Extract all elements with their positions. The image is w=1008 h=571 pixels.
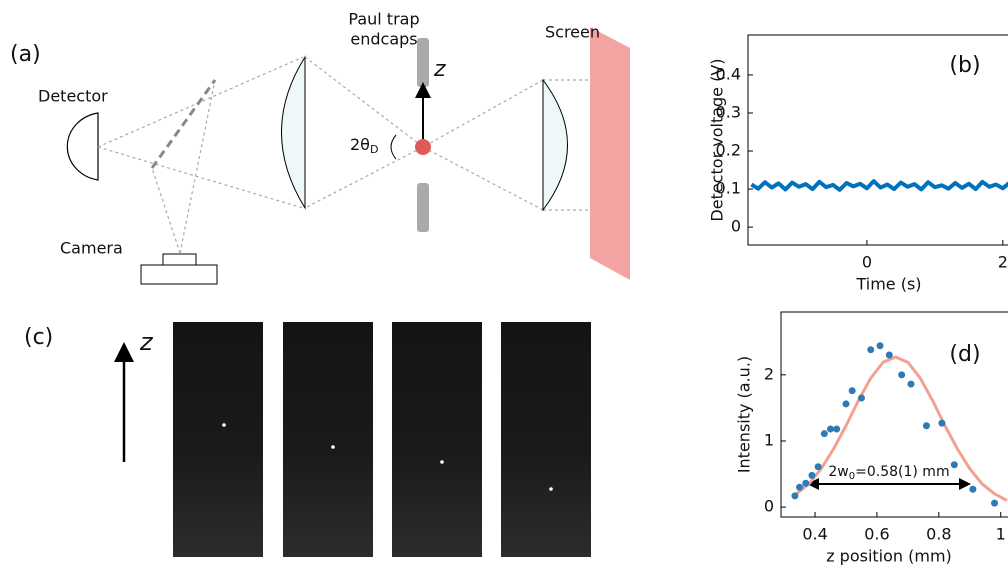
detector	[67, 113, 98, 180]
y-tick-label: 0	[764, 497, 774, 516]
z-label: z	[433, 57, 446, 82]
x-axis-label: Time (s)	[855, 275, 921, 294]
data-point	[907, 381, 914, 388]
beam-lines	[98, 57, 303, 253]
data-point	[802, 480, 809, 487]
data-point	[808, 472, 815, 479]
y-axis-label: Intensity (a.u.)	[735, 356, 754, 473]
data-point	[898, 371, 905, 378]
data-point	[858, 394, 865, 401]
ion-spot	[549, 487, 553, 491]
data-point	[791, 492, 798, 499]
camera-label: Camera	[60, 239, 123, 258]
x-axis-label: z position (mm)	[826, 547, 952, 566]
data-line	[751, 181, 1008, 190]
panel-label: (d)	[949, 342, 980, 367]
angle-arc	[391, 135, 396, 159]
lens	[282, 57, 306, 208]
data-point	[886, 351, 893, 358]
panel-label: (a)	[10, 42, 41, 67]
x-tick-label: 2	[998, 253, 1008, 272]
angle-label: 2θD	[350, 135, 378, 157]
camera-frame	[392, 322, 482, 557]
data-point	[969, 486, 976, 493]
screen-label: Screen	[545, 23, 600, 42]
x-tick-label: 0.4	[802, 525, 827, 544]
data-point	[833, 426, 840, 433]
camera-frame	[173, 322, 263, 557]
x-tick-label: 1	[996, 525, 1006, 544]
data-point	[827, 426, 834, 433]
angle-main: 2θ	[350, 135, 370, 154]
setup-diagram: (a) Detector Camera z Paul trap endcaps …	[10, 10, 630, 285]
data-point	[842, 400, 849, 407]
ion-spot	[331, 445, 335, 449]
endcaps-label: endcaps	[350, 30, 417, 49]
camera-body	[141, 265, 217, 284]
camera-frame	[283, 322, 373, 557]
camera-images: (c) z	[24, 322, 591, 557]
data-point	[991, 500, 998, 507]
screen	[590, 27, 630, 280]
y-axis-label: Detector voltage (V)	[708, 58, 727, 221]
detector-label: Detector	[38, 87, 108, 106]
data-point	[821, 430, 828, 437]
x-tick-label: 0.8	[926, 525, 951, 544]
data-point	[951, 461, 958, 468]
panel-label: (b)	[949, 53, 980, 78]
annotation-text: 2w	[828, 464, 848, 480]
data-point	[923, 422, 930, 429]
data-point	[938, 420, 945, 427]
endcaps-label: Paul trap	[348, 10, 419, 29]
beam-splitter	[152, 80, 215, 168]
figure: (a) Detector Camera z Paul trap endcaps …	[0, 0, 1008, 571]
x-tick-label: 0	[862, 253, 872, 272]
panel-label: (c)	[24, 325, 53, 350]
ion-spot	[222, 423, 226, 427]
ion-spot	[440, 460, 444, 464]
x-tick-label: 0.6	[864, 525, 889, 544]
y-tick-label: 2	[764, 364, 774, 383]
z-label: z	[139, 328, 154, 356]
ion	[415, 139, 431, 155]
data-point	[867, 346, 874, 353]
camera-lens	[163, 254, 196, 265]
data-point	[849, 387, 856, 394]
y-tick-label: 1	[764, 430, 774, 449]
data-point	[877, 342, 884, 349]
angle-sub: D	[370, 143, 378, 156]
endcap	[417, 38, 429, 87]
camera-frame	[501, 322, 591, 557]
endcap	[417, 183, 429, 232]
data-point	[815, 463, 822, 470]
annotation: 2w0=0.58(1) mm	[828, 464, 949, 482]
data-point	[796, 484, 803, 491]
lens	[543, 80, 568, 210]
chart: 0 1 2 0.4 0.6 0.8 1 z position (mm) Intensity (a…	[735, 312, 1008, 566]
y-tick-label: 0	[731, 217, 741, 236]
annotation-text: =0.58(1) mm	[855, 464, 949, 480]
